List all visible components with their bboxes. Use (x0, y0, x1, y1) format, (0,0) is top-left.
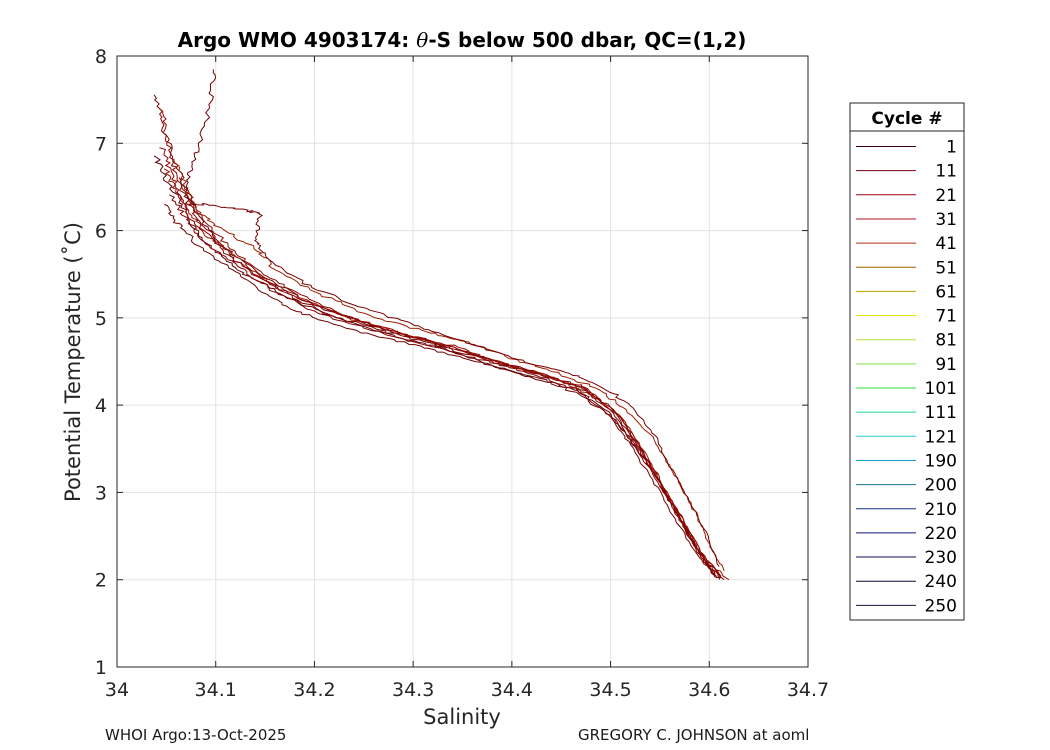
y-tick-label: 1 (95, 657, 107, 679)
legend-label-31: 31 (935, 210, 957, 230)
y-axis-ticks: 1 2 3 4 5 6 7 8 (95, 46, 808, 679)
legend-label-41: 41 (935, 234, 957, 254)
x-axis-label: Salinity (423, 705, 501, 729)
plot-background (117, 56, 808, 667)
x-tick-label: 34.2 (293, 679, 335, 701)
legend-box (849, 102, 965, 621)
y-tick-label: 2 (95, 570, 107, 592)
legend-label-210: 210 (925, 500, 957, 520)
x-tick-label: 34.3 (392, 679, 434, 701)
legend-label-190: 190 (925, 451, 957, 471)
x-tick-label: 34.6 (688, 679, 730, 701)
legend-label-250: 250 (925, 596, 957, 616)
x-tick-label: 34.7 (787, 679, 829, 701)
legend-entries: 1112131415161718191101111121190200210220… (856, 138, 957, 616)
x-tick-label: 34.4 (491, 679, 533, 701)
legend-label-81: 81 (935, 331, 957, 351)
footer-left: WHOI Argo:13-Oct-2025 (105, 726, 287, 744)
legend-label-1: 1 (946, 138, 957, 158)
chart-title-theta: θ (416, 28, 428, 52)
x-axis-ticks: 34 34.1 34.2 34.3 34.4 34.5 34.6 34.7 (105, 56, 829, 701)
chart-title: Argo WMO 4903174: θ-S below 500 dbar, QC… (178, 28, 747, 52)
chart-title-prefix: Argo WMO 4903174: (178, 28, 417, 52)
legend-label-230: 230 (925, 548, 957, 568)
plot-frame (116, 55, 809, 668)
profile-line-cycle-81 (169, 194, 716, 576)
profile-line-cycle-91 (159, 147, 722, 577)
profile-line-cycle-51 (173, 160, 725, 572)
x-tick-label: 34.1 (195, 679, 237, 701)
legend-label-71: 71 (935, 307, 957, 327)
legend-label-240: 240 (925, 572, 957, 592)
footer-right: GREGORY C. JOHNSON at aoml (578, 726, 810, 744)
profile-line-cycle-61 (178, 177, 720, 567)
legend-label-121: 121 (925, 427, 957, 447)
legend-label-111: 111 (925, 403, 957, 423)
y-tick-label: 6 (95, 221, 107, 243)
legend: Cycle # 11121314151617181911011111211902… (849, 102, 965, 621)
legend-label-51: 51 (935, 258, 957, 278)
y-tick-label: 7 (95, 133, 107, 155)
y-tick-label: 4 (95, 395, 107, 417)
profile-line-cycle-71 (164, 204, 718, 579)
x-tick-label: 34.5 (589, 679, 631, 701)
legend-label-21: 21 (935, 186, 957, 206)
y-tick-label: 5 (95, 308, 107, 330)
y-tick-label: 3 (95, 482, 107, 504)
legend-label-11: 11 (935, 162, 957, 182)
legend-label-91: 91 (935, 355, 957, 375)
legend-label-61: 61 (935, 282, 957, 302)
legend-label-200: 200 (925, 476, 957, 496)
legend-label-101: 101 (925, 379, 957, 399)
y-tick-label: 8 (95, 46, 107, 68)
legend-label-220: 220 (925, 524, 957, 544)
legend-title: Cycle # (871, 109, 942, 129)
data-lines (153, 69, 730, 581)
x-tick-label: 34 (105, 679, 129, 701)
chart-title-suffix: -S below 500 dbar, QC=(1,2) (428, 28, 746, 52)
y-axis-label: Potential Temperature (˚C) (61, 222, 85, 502)
